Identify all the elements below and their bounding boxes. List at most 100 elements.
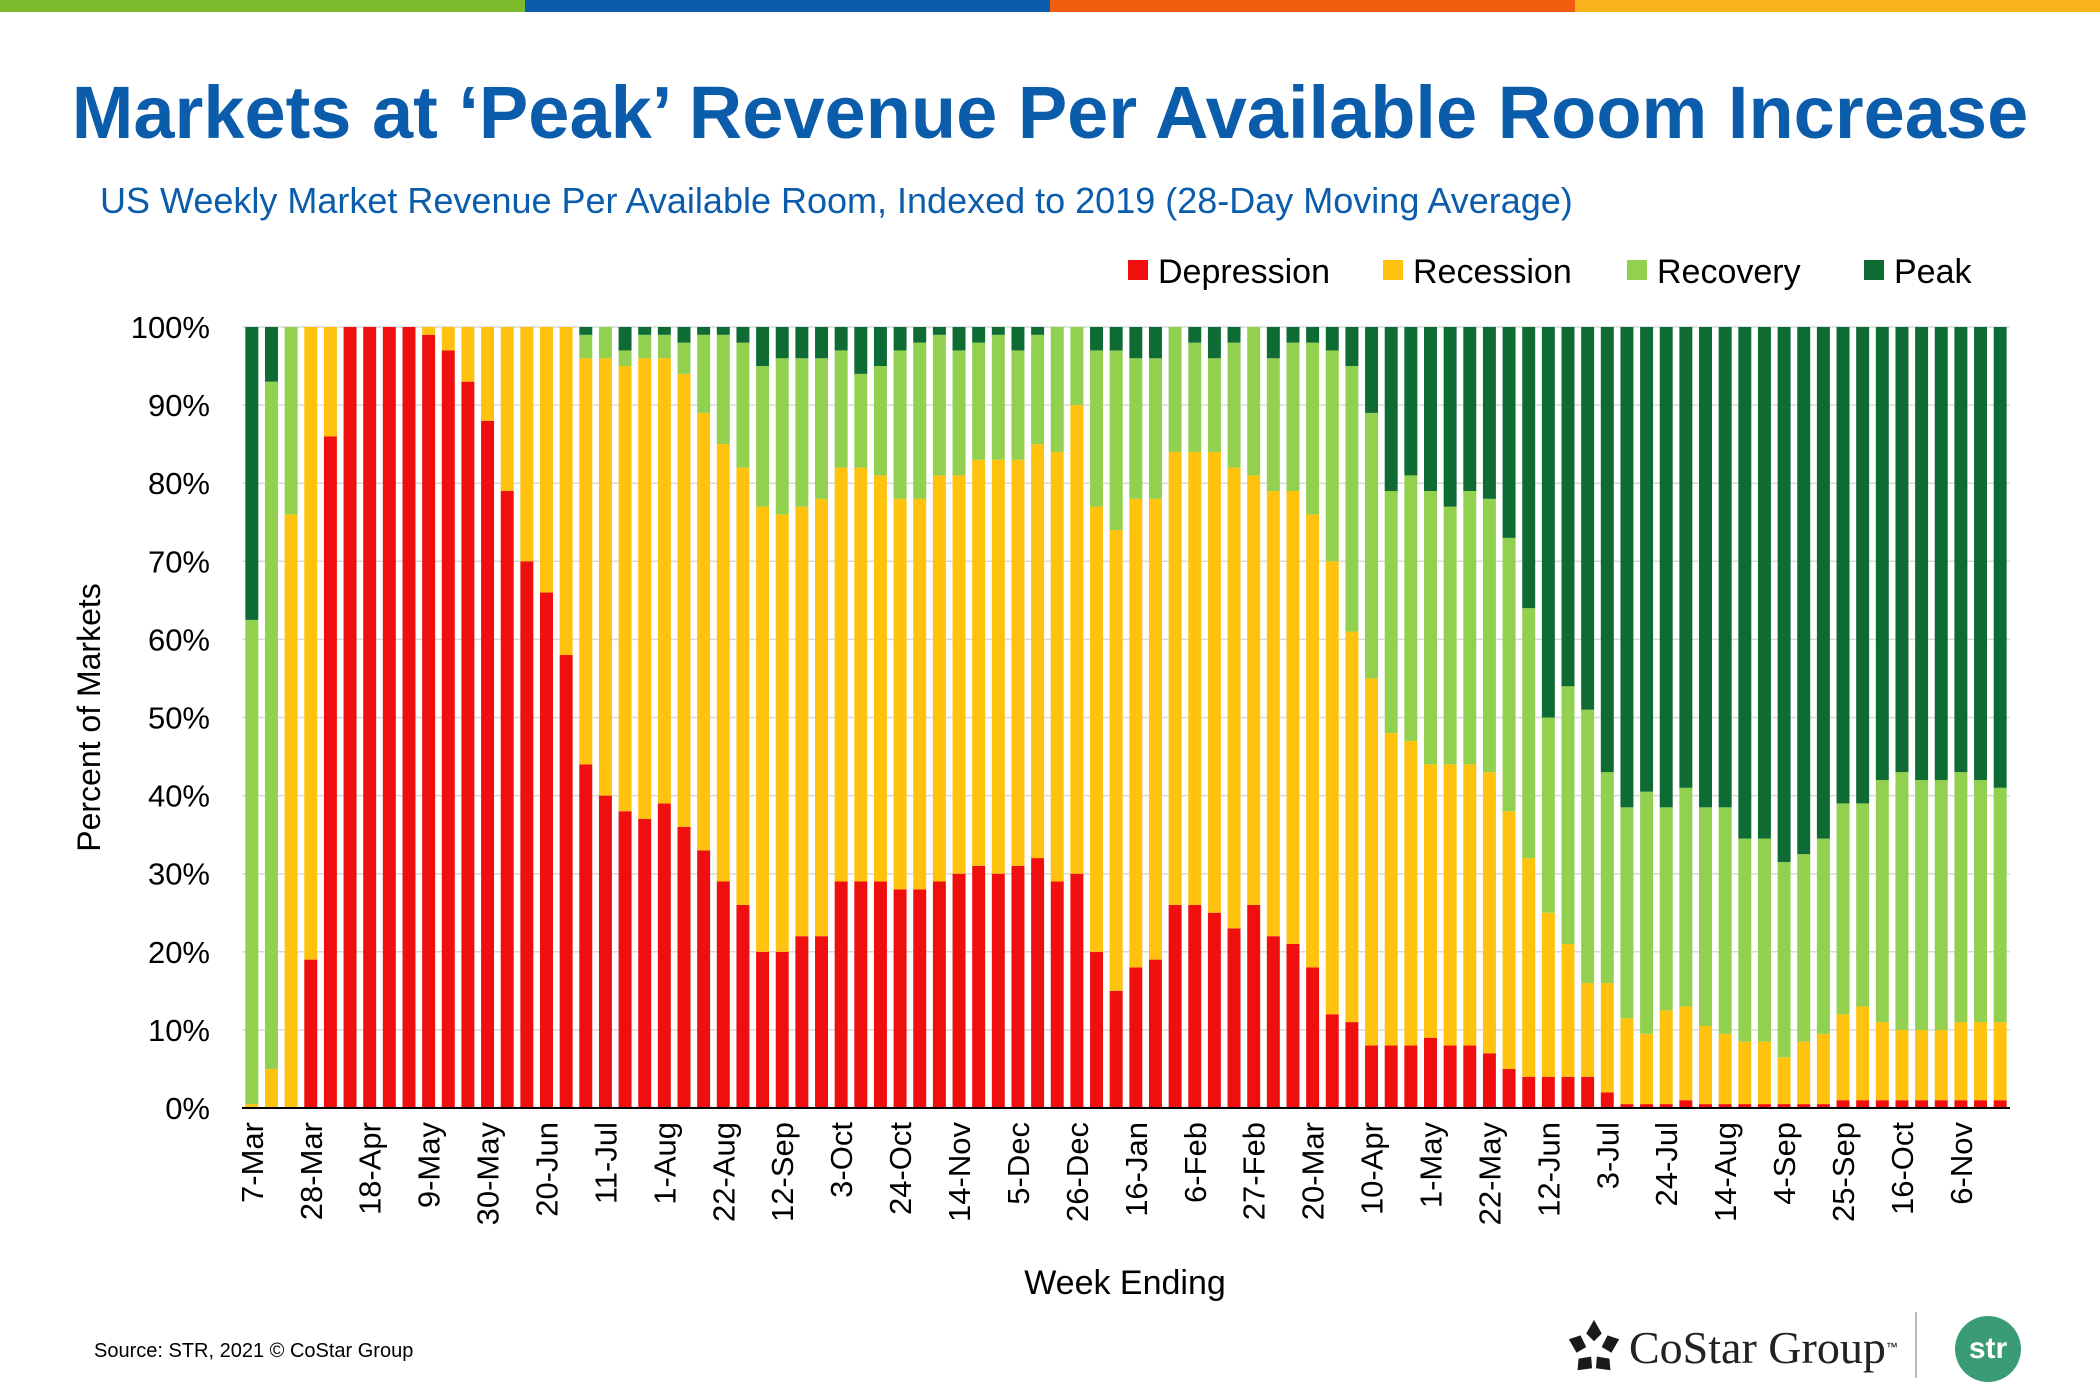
x-tick-label: 1-May	[1413, 1122, 1448, 1209]
bar-recovery	[1443, 506, 1457, 765]
y-tick-label: 20%	[148, 935, 210, 970]
bar-depression	[1816, 1104, 1830, 1108]
bar-recession	[657, 358, 671, 804]
bar-depression	[402, 327, 416, 1108]
bar-peak	[1424, 327, 1437, 492]
bar-recovery	[1738, 838, 1752, 1042]
bar-peak	[1306, 327, 1320, 343]
bar-recession	[1443, 764, 1457, 1046]
bar-recovery	[913, 342, 927, 499]
bar-recession	[1836, 1014, 1850, 1101]
bar-recession	[1306, 514, 1320, 968]
bar-recovery	[264, 381, 278, 1069]
bar-recession	[1679, 1006, 1693, 1101]
bar-recovery	[991, 334, 1005, 460]
bar-peak	[245, 327, 259, 620]
x-tick-label: 30-May	[471, 1122, 506, 1226]
bar-recovery	[1109, 350, 1123, 531]
bar-peak	[1816, 327, 1830, 839]
bar-recession	[1247, 475, 1261, 905]
bar-recession	[1050, 451, 1064, 882]
bar-recovery	[245, 619, 259, 1105]
bar-recession	[520, 327, 534, 562]
bar-recovery	[1718, 807, 1732, 1034]
bar-depression	[1895, 1100, 1909, 1108]
bar-depression	[1404, 1045, 1418, 1108]
bar-recovery	[1325, 350, 1339, 562]
legend-label-recession: Recession	[1413, 253, 1572, 291]
bar-recession	[972, 459, 986, 866]
bar-recovery	[815, 358, 828, 499]
bar-peak	[1090, 327, 1104, 351]
bar-depression	[854, 881, 868, 1108]
bar-peak	[893, 327, 907, 351]
bar-depression	[677, 826, 691, 1108]
bar-recession	[540, 327, 553, 593]
y-tick-label: 100%	[131, 310, 210, 345]
bar-recovery	[834, 350, 848, 468]
bar-recession	[834, 467, 848, 882]
bar-recovery	[1581, 709, 1595, 984]
bar-depression	[1070, 873, 1084, 1108]
bar-peak	[1011, 327, 1025, 351]
bar-recovery	[1286, 342, 1300, 492]
logo-divider	[1915, 1312, 1917, 1378]
bar-peak	[1502, 327, 1516, 538]
bar-recovery	[1797, 854, 1811, 1042]
bar-peak	[952, 327, 966, 351]
bar-depression	[913, 889, 927, 1108]
bar-depression	[1620, 1104, 1634, 1108]
x-tick-label: 4-Sep	[1767, 1122, 1802, 1205]
bar-recession	[736, 467, 750, 905]
bar-recession	[1482, 772, 1496, 1054]
costar-wordmark: CoStar Group	[1629, 1321, 1886, 1373]
bar-depression	[1325, 1014, 1339, 1108]
bar-depression	[1718, 1104, 1732, 1108]
bar-recovery	[1856, 803, 1870, 1007]
bar-peak	[579, 327, 593, 335]
bar-recession	[1816, 1033, 1830, 1105]
bar-recovery	[1757, 838, 1771, 1042]
bar-recovery	[1561, 686, 1575, 944]
bar-recovery	[1188, 342, 1202, 452]
bar-recession	[1031, 444, 1045, 859]
legend-swatch-recession	[1383, 260, 1403, 280]
bar-depression	[972, 865, 986, 1108]
bar-depression	[1974, 1100, 1988, 1108]
bar-depression	[1031, 858, 1045, 1108]
bar-recession	[461, 327, 475, 382]
bar-recession	[1227, 467, 1241, 929]
bar-depression	[598, 795, 612, 1108]
chart-title: Markets at ‘Peak’ Revenue Per Available …	[71, 71, 2029, 154]
bar-recovery	[1306, 342, 1320, 515]
bar-recovery	[1816, 838, 1830, 1034]
bar-peak	[1993, 327, 2007, 788]
bar-depression	[1699, 1104, 1712, 1108]
bar-recovery	[284, 327, 298, 515]
bar-recession	[1541, 912, 1555, 1077]
bar-recession	[1895, 1029, 1909, 1101]
bar-recession	[1148, 498, 1162, 960]
bar-recession	[1109, 530, 1123, 991]
bar-recession	[323, 327, 337, 437]
bar-depression	[1915, 1100, 1929, 1108]
bar-depression	[1600, 1092, 1614, 1108]
bar-peak	[1266, 327, 1280, 359]
bar-depression	[1836, 1100, 1850, 1108]
bar-depression	[323, 436, 337, 1109]
bar-recovery	[1345, 366, 1359, 632]
bar-depression	[1109, 990, 1123, 1108]
bar-peak	[1836, 327, 1850, 804]
bar-depression	[736, 904, 750, 1108]
bar-peak	[1679, 327, 1693, 788]
x-tick-label: 20-Mar	[1296, 1122, 1331, 1220]
bar-depression	[1757, 1104, 1771, 1108]
bar-depression	[1168, 904, 1182, 1108]
x-tick-label: 14-Aug	[1708, 1122, 1743, 1222]
bar-peak	[1954, 327, 1968, 773]
bar-recovery	[598, 327, 612, 359]
bar-recession	[677, 373, 691, 827]
bar-depression	[1188, 904, 1202, 1108]
bar-peak	[716, 327, 730, 335]
costar-star-icon	[1568, 1319, 1620, 1371]
